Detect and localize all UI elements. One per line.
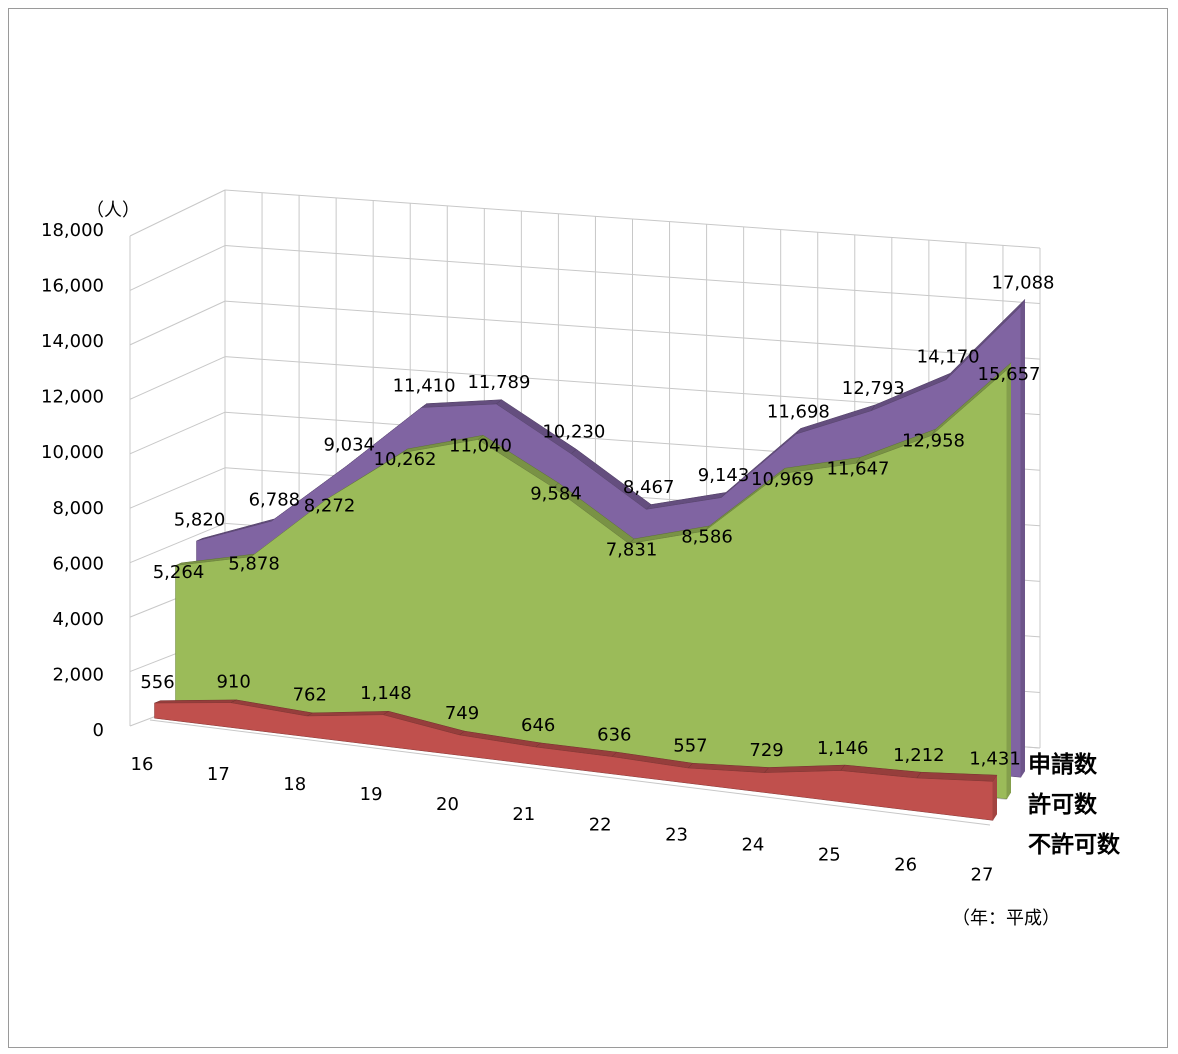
x-tick-label: 27 <box>971 865 994 886</box>
gridline-side <box>129 522 226 564</box>
data-label: 8,467 <box>623 477 675 498</box>
gridline-side <box>129 467 226 509</box>
data-label: 12,958 <box>902 430 965 451</box>
data-label: 11,040 <box>449 435 512 456</box>
y-tick-label: 0 <box>93 720 104 741</box>
data-label: 557 <box>673 736 707 757</box>
series-name-label: 許可数 <box>1028 791 1098 818</box>
data-label: 910 <box>216 671 250 692</box>
data-label: 636 <box>597 724 631 745</box>
series-name-label: 申請数 <box>1028 751 1098 778</box>
data-label: 646 <box>521 715 555 736</box>
data-label: 762 <box>293 684 327 705</box>
y-tick-label: 10,000 <box>41 442 104 463</box>
data-label: 10,969 <box>751 469 814 490</box>
data-label: 9,034 <box>323 434 375 455</box>
x-tick-label: 16 <box>131 754 154 775</box>
gridline-side <box>129 245 226 291</box>
x-tick-label: 23 <box>665 824 688 845</box>
data-label: 11,410 <box>393 376 456 397</box>
data-label: 9,143 <box>698 465 750 486</box>
gridline-side <box>129 189 226 237</box>
gridline-floor <box>149 719 991 826</box>
data-label: 12,793 <box>842 378 905 399</box>
gridline-side <box>129 356 226 400</box>
data-label: 1,146 <box>817 738 869 759</box>
y-axis-ticks: 0 2,000 4,000 6,000 8,000 10,000 12,000 14,000 1… <box>41 220 104 741</box>
data-label: 6,788 <box>249 490 301 511</box>
data-label: 1,212 <box>893 745 945 766</box>
data-label: 749 <box>445 703 479 724</box>
y-axis-label: （人） <box>86 200 140 221</box>
chart-frame <box>8 8 1168 1048</box>
data-label: 17,088 <box>992 273 1055 294</box>
x-tick-label: 21 <box>512 804 535 825</box>
data-label: 8,586 <box>681 527 733 548</box>
data-label: 8,272 <box>304 496 356 517</box>
x-tick-label: 25 <box>818 844 841 865</box>
x-tick-label: 26 <box>894 854 917 875</box>
data-labels: 5,820 6,788 9,034 11,410 11,789 10,230 8,467 9,… <box>140 273 1054 770</box>
data-label: 729 <box>749 740 783 761</box>
series-3 <box>154 699 998 821</box>
y-tick-label: 8,000 <box>52 498 104 519</box>
series-end-face <box>993 775 997 821</box>
series-layer <box>154 299 1026 821</box>
data-label: 5,820 <box>174 510 226 531</box>
data-label: 1,148 <box>360 683 412 704</box>
data-label: 11,789 <box>467 372 530 393</box>
data-label: 10,230 <box>542 422 605 443</box>
x-tick-label: 20 <box>436 794 459 815</box>
x-axis-ticks: 16 17 18 19 20 21 22 23 24 25 26 27 <box>131 754 994 886</box>
x-tick-label: 24 <box>741 834 764 855</box>
x-tick-label: 19 <box>360 784 383 805</box>
data-label: 14,170 <box>917 347 980 368</box>
gridline-side <box>129 300 226 346</box>
y-tick-label: 18,000 <box>41 220 104 241</box>
y-tick-label: 16,000 <box>41 276 104 297</box>
x-tick-label: 17 <box>207 764 230 785</box>
data-label: 7,831 <box>606 539 658 560</box>
y-tick-label: 4,000 <box>52 609 104 630</box>
y-tick-label: 2,000 <box>52 664 104 685</box>
x-axis-label: （年：平成） <box>952 908 1060 929</box>
data-label: 1,431 <box>969 748 1021 769</box>
data-label: 15,657 <box>978 364 1041 385</box>
data-label: 556 <box>140 672 174 693</box>
data-label: 11,698 <box>767 401 830 422</box>
y-tick-label: 14,000 <box>41 331 104 352</box>
y-tick-label: 6,000 <box>52 553 104 574</box>
data-label: 11,647 <box>827 458 890 479</box>
y-tick-label: 12,000 <box>41 387 104 408</box>
data-label: 5,264 <box>153 562 205 583</box>
data-label: 5,878 <box>228 553 280 574</box>
data-label: 10,262 <box>374 449 437 470</box>
gridline-side <box>129 411 226 455</box>
x-tick-label: 18 <box>283 774 306 795</box>
series-end-face <box>1021 299 1025 778</box>
series-2 <box>175 362 1012 800</box>
data-label: 9,584 <box>530 483 582 504</box>
series-name-label: 不許可数 <box>1028 831 1121 858</box>
series-end-face <box>1007 362 1011 799</box>
x-tick-label: 22 <box>589 814 612 835</box>
